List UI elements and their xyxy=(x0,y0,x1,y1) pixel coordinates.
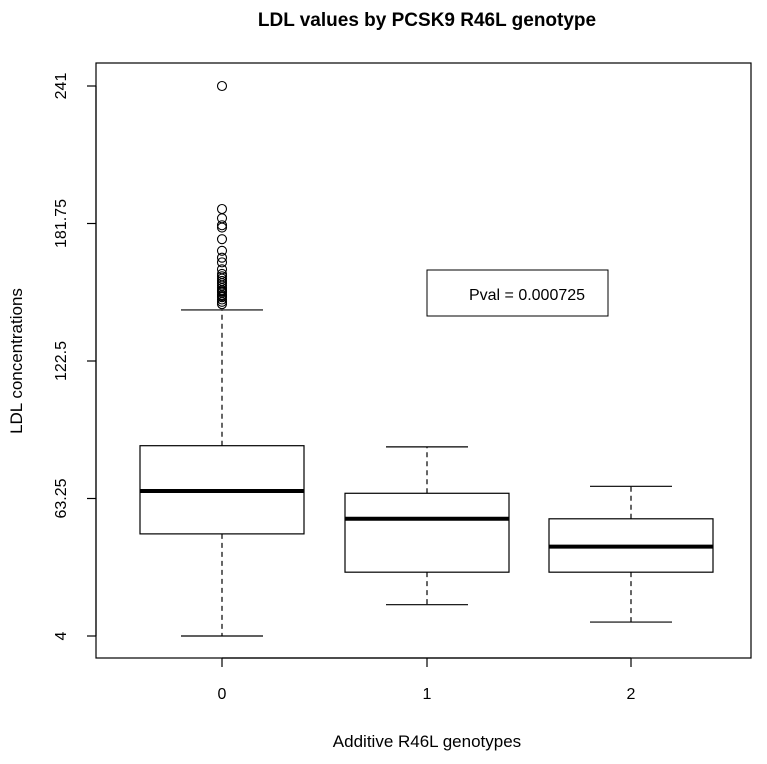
y-tick-label: 181.75 xyxy=(53,199,70,248)
outlier-point xyxy=(216,222,228,233)
y-tick-label: 63.25 xyxy=(53,478,70,518)
x-tick-label: 0 xyxy=(218,686,227,703)
outlier-point xyxy=(216,264,228,275)
outlier-point xyxy=(216,220,228,231)
chart-title: LDL values by PCSK9 R46L genotype xyxy=(258,10,596,31)
x-axis-label: Additive R46L genotypes xyxy=(333,732,521,751)
outlier-point xyxy=(216,271,228,282)
y-tick-label: 122.5 xyxy=(53,341,70,381)
y-tick-label: 4 xyxy=(53,631,70,640)
outlier-point xyxy=(216,203,228,215)
y-axis-label: LDL concentrations xyxy=(7,288,26,434)
outlier-point xyxy=(216,245,228,256)
box-group-1 xyxy=(344,446,510,606)
x-axis: 0 1 2 xyxy=(218,657,636,703)
x-tick-label: 2 xyxy=(627,686,636,703)
x-tick-label: 1 xyxy=(423,686,432,703)
outlier-point xyxy=(216,257,228,268)
y-axis: 4 63.25 122.5 181.75 241 xyxy=(53,73,97,640)
outlier-point xyxy=(216,252,228,263)
outlier-point xyxy=(216,275,228,286)
pvalue-annotation: Pval = 0.000725 xyxy=(469,287,585,304)
boxes-group xyxy=(139,80,714,637)
outlier-point xyxy=(216,234,228,245)
outlier-point xyxy=(216,213,228,224)
outlier-point xyxy=(216,80,228,92)
box-group-0 xyxy=(139,80,305,637)
pvalue-legend-box xyxy=(426,269,609,317)
box-group-2 xyxy=(548,485,714,623)
iqr-box xyxy=(344,492,510,573)
outlier-point xyxy=(216,268,228,280)
y-tick-label: 241 xyxy=(53,73,70,100)
